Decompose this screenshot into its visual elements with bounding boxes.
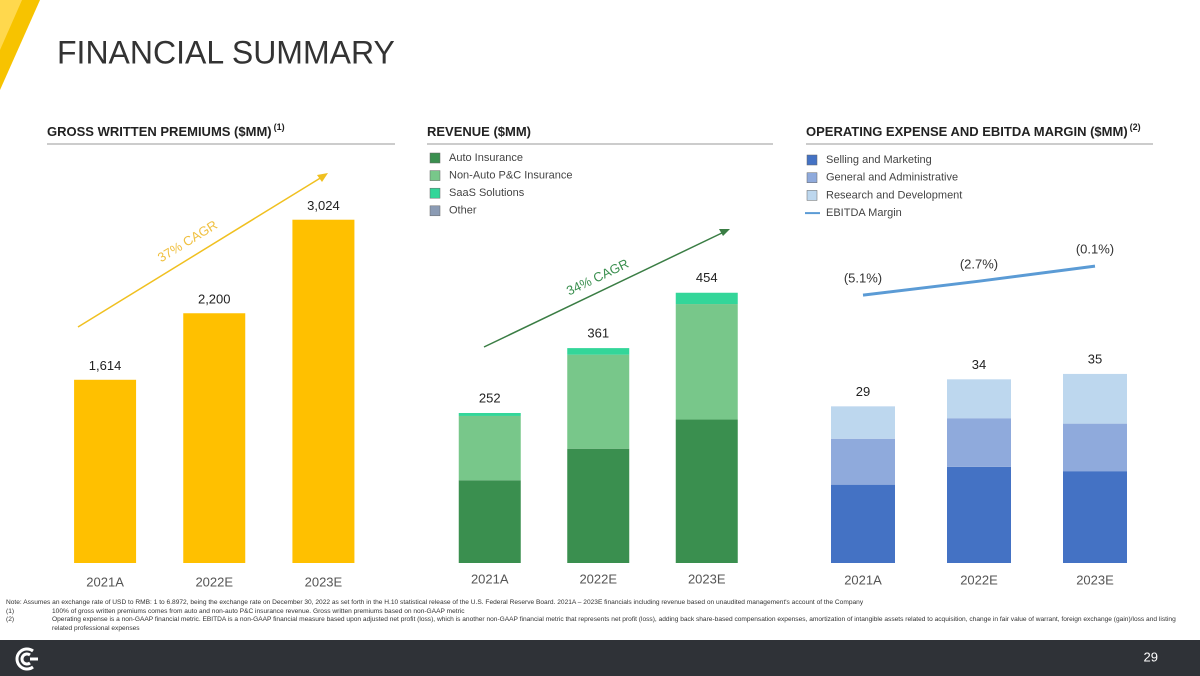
- bar-segment: [458, 480, 521, 563]
- footnote-text: 100% of gross written premiums comes fro…: [52, 607, 465, 615]
- arrow-head: [317, 173, 328, 182]
- logo: [30, 657, 38, 661]
- legend-swatch: [429, 187, 441, 199]
- legend-swatch: [806, 154, 818, 166]
- x-tick-label: 2021A: [844, 572, 882, 587]
- bar-segment: [675, 304, 738, 420]
- x-tick-label: 2022E: [960, 572, 998, 587]
- footnote: (1) 100% of gross written premiums comes …: [6, 608, 1191, 617]
- x-tick-label: 2022E: [195, 574, 233, 589]
- footnote-marker: (2): [6, 616, 15, 624]
- total-label: 252: [479, 390, 501, 405]
- bar-segment: [458, 412, 521, 416]
- bar-segment: [675, 292, 738, 305]
- legend-swatch: [429, 170, 441, 181]
- total-label: 454: [696, 270, 718, 285]
- chart-title: REVENUE ($MM): [427, 124, 531, 139]
- footer-bar: [0, 640, 1200, 676]
- bar: [74, 379, 137, 563]
- legend-swatch: [806, 172, 818, 183]
- legend-label: SaaS Solutions: [449, 187, 525, 199]
- bar-segment: [947, 379, 1011, 419]
- x-tick-label: 2023E: [688, 571, 726, 586]
- footnote-marker: (1): [6, 607, 15, 615]
- value-label: 2,200: [198, 292, 231, 307]
- logo: [15, 647, 34, 671]
- legend-swatch: [806, 190, 818, 201]
- title-note: (2): [1130, 122, 1141, 132]
- bar-segment: [567, 354, 630, 449]
- cagr-label: 37% CAGR: [155, 217, 220, 265]
- value-label: 3,024: [307, 198, 340, 213]
- footnote-text: Operating expense is a non-GAAP financia…: [52, 616, 1176, 632]
- bar-segment: [947, 466, 1011, 563]
- chart-title: GROSS WRITTEN PREMIUMS ($MM) (1): [47, 122, 285, 139]
- cagr-arrow: [483, 231, 725, 348]
- x-tick-label: 2023E: [305, 574, 343, 589]
- value-label: 1,614: [89, 358, 122, 373]
- bar-segment: [567, 348, 630, 355]
- total-label: 35: [1088, 351, 1102, 366]
- legend-label: Selling and Marketing: [826, 154, 932, 166]
- legend-swatch: [429, 205, 441, 217]
- title-note: (1): [274, 122, 285, 132]
- total-label: 361: [587, 326, 609, 341]
- x-tick-label: 2022E: [579, 571, 617, 586]
- legend-label: EBITDA Margin: [826, 207, 902, 219]
- legend-label: Other: [449, 205, 477, 217]
- x-tick-label: 2021A: [471, 571, 509, 586]
- legend-label: Research and Development: [826, 189, 962, 201]
- note: Note: Assumes an exchange rate of USD to…: [6, 599, 864, 606]
- footnote: (2) Operating expense is a non-GAAP finan…: [6, 616, 1191, 633]
- bar-segment: [458, 415, 521, 481]
- bar-segment: [831, 484, 895, 563]
- legend-swatch: [429, 152, 441, 164]
- chart-title: OPERATING EXPENSE AND EBITDA MARGIN ($MM…: [806, 122, 1141, 139]
- line-value-label: (0.1%): [1076, 242, 1114, 257]
- bar-segment: [1063, 471, 1127, 563]
- bar-segment: [947, 418, 1011, 467]
- bar-segment: [675, 419, 738, 563]
- corner-accent: [0, 0, 22, 50]
- chart-title-text: REVENUE ($MM): [427, 124, 531, 139]
- chart-title-text: GROSS WRITTEN PREMIUMS ($MM): [47, 124, 272, 139]
- total-label: 34: [972, 357, 986, 372]
- chart-title-text: OPERATING EXPENSE AND EBITDA MARGIN ($MM…: [806, 124, 1128, 139]
- bar-segment: [831, 438, 895, 485]
- page-number: 29: [1144, 649, 1158, 664]
- line-value-label: (2.7%): [960, 257, 998, 272]
- bar: [183, 313, 246, 563]
- legend-label: Non-Auto P&C Insurance: [449, 170, 573, 182]
- total-label: 29: [856, 384, 870, 399]
- line-series: [862, 264, 1096, 297]
- bar: [292, 219, 355, 564]
- bar-segment: [1063, 373, 1127, 424]
- legend-label: Auto Insurance: [449, 152, 523, 164]
- legend-label: General and Administrative: [826, 172, 958, 184]
- x-tick-label: 2021A: [86, 574, 124, 589]
- bar-segment: [831, 406, 895, 439]
- line-value-label: (5.1%): [844, 271, 882, 286]
- page-title: FINANCIAL SUMMARY: [57, 34, 395, 70]
- notes: Note: Assumes an exchange rate of USD to…: [6, 599, 1191, 633]
- arrow-head: [719, 229, 730, 236]
- bar-segment: [1063, 423, 1127, 472]
- x-tick-label: 2023E: [1076, 572, 1114, 587]
- bar-segment: [567, 448, 630, 563]
- cagr-arrow: [77, 176, 323, 328]
